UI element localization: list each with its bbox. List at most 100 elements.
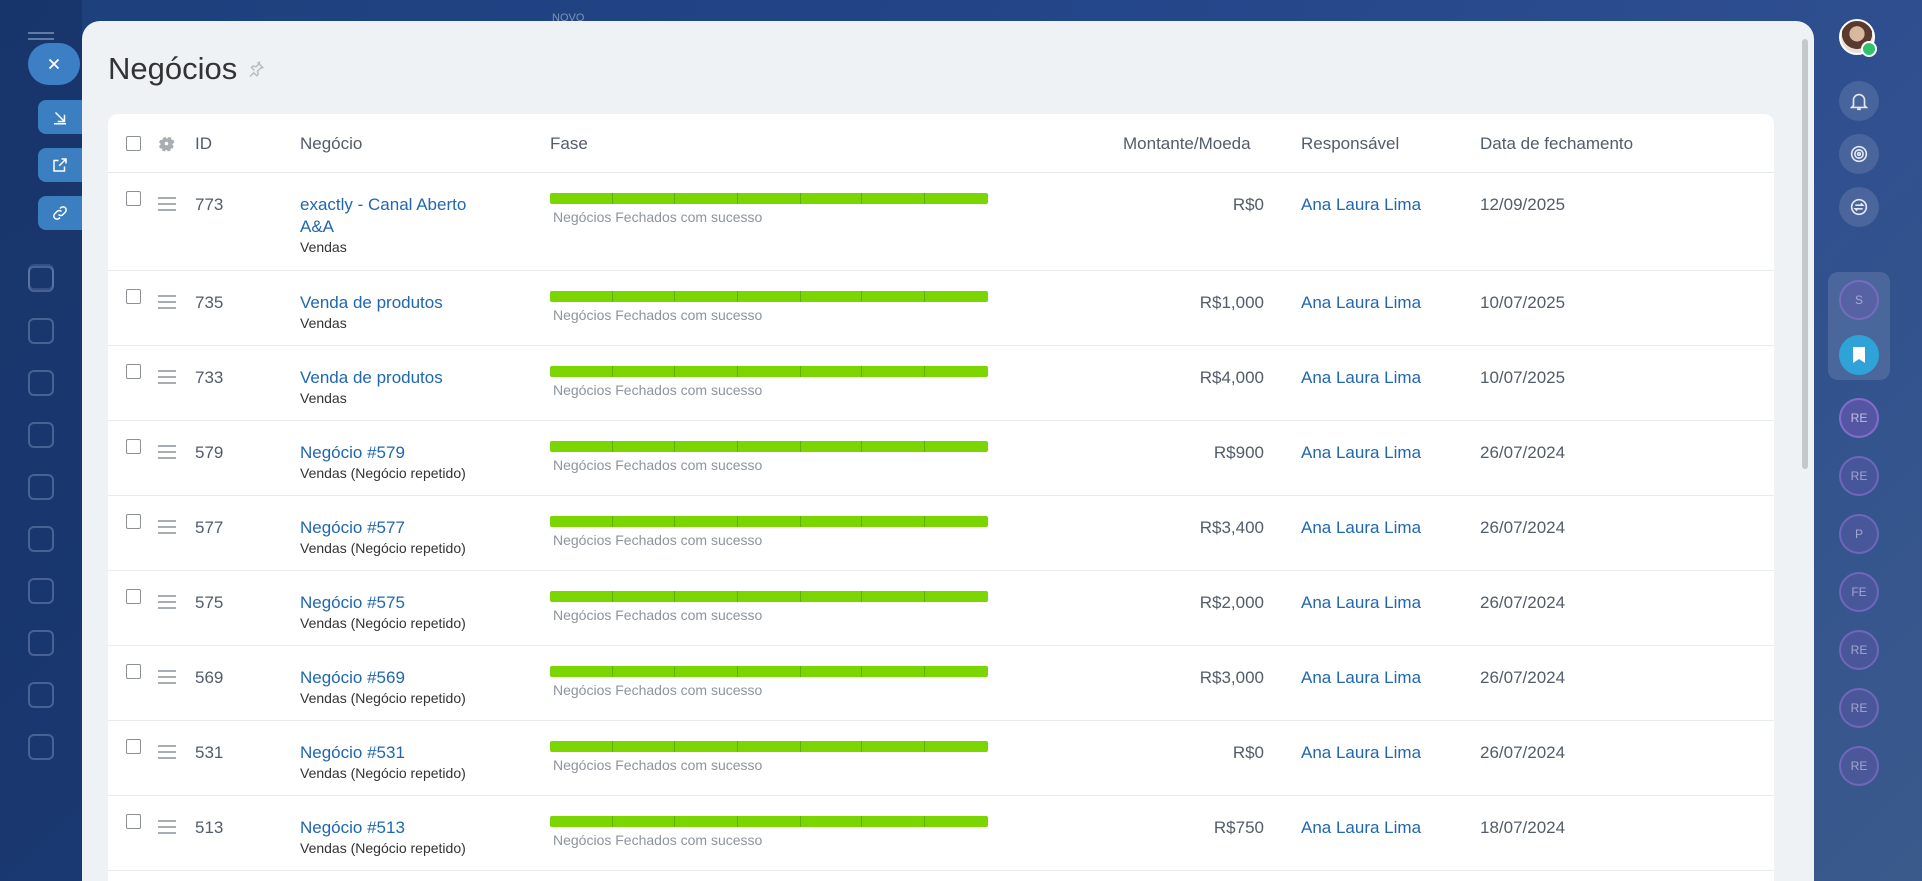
row-checkbox[interactable] xyxy=(126,739,141,754)
deal-title-link[interactable]: Negócio #513 xyxy=(300,818,405,837)
bookmark-button[interactable] xyxy=(1839,335,1879,375)
deal-title-link[interactable]: exactly - Canal Aberto A&A xyxy=(300,195,467,236)
rail-chat-bubble[interactable]: S xyxy=(1839,280,1879,320)
responsible-link[interactable]: Ana Laura Lima xyxy=(1301,593,1422,612)
page-title: Negócios xyxy=(108,51,238,86)
deal-title-link[interactable]: Negócio #577 xyxy=(300,518,405,537)
cart-icon[interactable] xyxy=(28,318,54,344)
pin-icon[interactable] xyxy=(247,60,265,78)
row-menu-icon[interactable] xyxy=(158,670,176,684)
close-slider-button[interactable] xyxy=(28,43,80,85)
phase-progress-bar[interactable] xyxy=(550,366,988,377)
rail-chat-bubble[interactable]: P xyxy=(1839,514,1879,554)
row-menu-icon[interactable] xyxy=(158,520,176,534)
row-menu-icon[interactable] xyxy=(158,595,176,609)
responsible-link[interactable]: Ana Laura Lima xyxy=(1301,368,1422,387)
minimize-slider-button[interactable] xyxy=(38,100,82,134)
column-header-phase[interactable]: Fase xyxy=(550,134,588,153)
deal-title-link[interactable]: Venda de produtos xyxy=(300,368,443,387)
deal-title-link[interactable]: Negócio #569 xyxy=(300,668,405,687)
column-header-close-date[interactable]: Data de fechamento xyxy=(1480,134,1634,153)
row-menu-icon[interactable] xyxy=(158,820,176,834)
chart-icon[interactable] xyxy=(28,630,54,656)
row-checkbox[interactable] xyxy=(126,289,141,304)
deal-title-link[interactable]: Venda de produtos xyxy=(300,293,443,312)
row-checkbox[interactable] xyxy=(126,191,141,206)
row-menu-icon[interactable] xyxy=(158,370,176,384)
chat-swap-icon xyxy=(1850,198,1868,216)
rail-chat-bubble[interactable]: RE xyxy=(1839,398,1879,438)
phase-progress-bar[interactable] xyxy=(550,291,988,302)
rail-chat-bubble[interactable]: FE xyxy=(1839,572,1879,612)
table-row[interactable]: 579 Negócio #579 Vendas (Negócio repetid… xyxy=(108,421,1774,496)
copy-link-button[interactable] xyxy=(38,196,82,230)
deal-title-link[interactable]: Negócio #575 xyxy=(300,593,405,612)
column-header-id[interactable]: ID xyxy=(195,134,212,153)
deal-amount: R$0 xyxy=(1232,743,1264,762)
responsible-link[interactable]: Ana Laura Lima xyxy=(1301,195,1422,214)
box-icon[interactable] xyxy=(28,474,54,500)
notifications-button[interactable] xyxy=(1839,81,1879,121)
bell-icon xyxy=(1849,93,1869,111)
row-checkbox[interactable] xyxy=(126,814,141,829)
table-row[interactable]: 575 Negócio #575 Vendas (Negócio repetid… xyxy=(108,571,1774,646)
table-row[interactable]: 773 exactly - Canal Aberto A&A Vendas Ne… xyxy=(108,173,1774,271)
row-menu-icon[interactable] xyxy=(158,197,176,211)
deal-pipeline: Vendas xyxy=(300,315,347,331)
phase-progress-bar[interactable] xyxy=(550,816,988,827)
user-avatar[interactable] xyxy=(1839,19,1877,57)
robot-icon[interactable] xyxy=(28,422,54,448)
contact-card-icon[interactable] xyxy=(28,370,54,396)
phase-progress-bar[interactable] xyxy=(550,591,988,602)
table-row[interactable]: 513 Negócio #513 Vendas (Negócio repetid… xyxy=(108,796,1774,871)
store-icon[interactable] xyxy=(28,526,54,552)
responsible-link[interactable]: Ana Laura Lima xyxy=(1301,668,1422,687)
rail-chat-bubble[interactable]: RE xyxy=(1839,688,1879,728)
row-checkbox[interactable] xyxy=(126,439,141,454)
rail-chat-bubble[interactable]: RE xyxy=(1839,746,1879,786)
table-row[interactable]: 577 Negócio #577 Vendas (Negócio repetid… xyxy=(108,496,1774,571)
row-checkbox[interactable] xyxy=(126,664,141,679)
external-link-icon xyxy=(53,158,67,172)
rail-chat-bubble[interactable]: RE xyxy=(1839,456,1879,496)
phase-progress-bar[interactable] xyxy=(550,193,988,204)
column-header-responsible[interactable]: Responsável xyxy=(1301,134,1400,153)
deal-title-link[interactable]: Negócio #531 xyxy=(300,743,405,762)
row-menu-icon[interactable] xyxy=(158,445,176,459)
phase-progress-bar[interactable] xyxy=(550,741,988,752)
responsible-link[interactable]: Ana Laura Lima xyxy=(1301,293,1422,312)
gear-icon[interactable] xyxy=(158,135,175,152)
select-all-checkbox[interactable] xyxy=(126,136,141,151)
deal-title-link[interactable]: Negócio #579 xyxy=(300,443,405,462)
document-icon[interactable] xyxy=(28,734,54,760)
table-row[interactable]: 735 Venda de produtos Vendas Negócios Fe… xyxy=(108,271,1774,346)
phase-progress-bar[interactable] xyxy=(550,516,988,527)
chat-button[interactable] xyxy=(1839,187,1879,227)
responsible-link[interactable]: Ana Laura Lima xyxy=(1301,443,1422,462)
row-checkbox[interactable] xyxy=(126,364,141,379)
responsible-link[interactable]: Ana Laura Lima xyxy=(1301,743,1422,762)
open-new-window-button[interactable] xyxy=(38,148,82,182)
row-checkbox[interactable] xyxy=(126,514,141,529)
deal-id: 513 xyxy=(195,818,224,837)
scrollbar[interactable] xyxy=(1802,39,1808,469)
table-row[interactable]: 733 Venda de produtos Vendas Negócios Fe… xyxy=(108,346,1774,421)
row-checkbox[interactable] xyxy=(126,589,141,604)
crm-icon[interactable] xyxy=(28,266,54,292)
shield-icon[interactable] xyxy=(28,682,54,708)
phase-progress-bar[interactable] xyxy=(550,441,988,452)
responsible-link[interactable]: Ana Laura Lima xyxy=(1301,818,1422,837)
table-row[interactable]: 569 Negócio #569 Vendas (Negócio repetid… xyxy=(108,646,1774,721)
target-icon[interactable] xyxy=(28,264,54,290)
copilot-button[interactable] xyxy=(1839,134,1879,174)
column-header-deal[interactable]: Negócio xyxy=(300,134,363,153)
column-header-amount[interactable]: Montante/Moeda xyxy=(1123,134,1251,153)
table-row[interactable]: 531 Negócio #531 Vendas (Negócio repetid… xyxy=(108,721,1774,796)
row-menu-icon[interactable] xyxy=(158,745,176,759)
rail-chat-bubble[interactable]: RE xyxy=(1839,630,1879,670)
phase-progress-bar[interactable] xyxy=(550,666,988,677)
responsible-link[interactable]: Ana Laura Lima xyxy=(1301,518,1422,537)
menu-icon[interactable] xyxy=(28,26,54,52)
row-menu-icon[interactable] xyxy=(158,295,176,309)
calendar-icon[interactable] xyxy=(28,578,54,604)
